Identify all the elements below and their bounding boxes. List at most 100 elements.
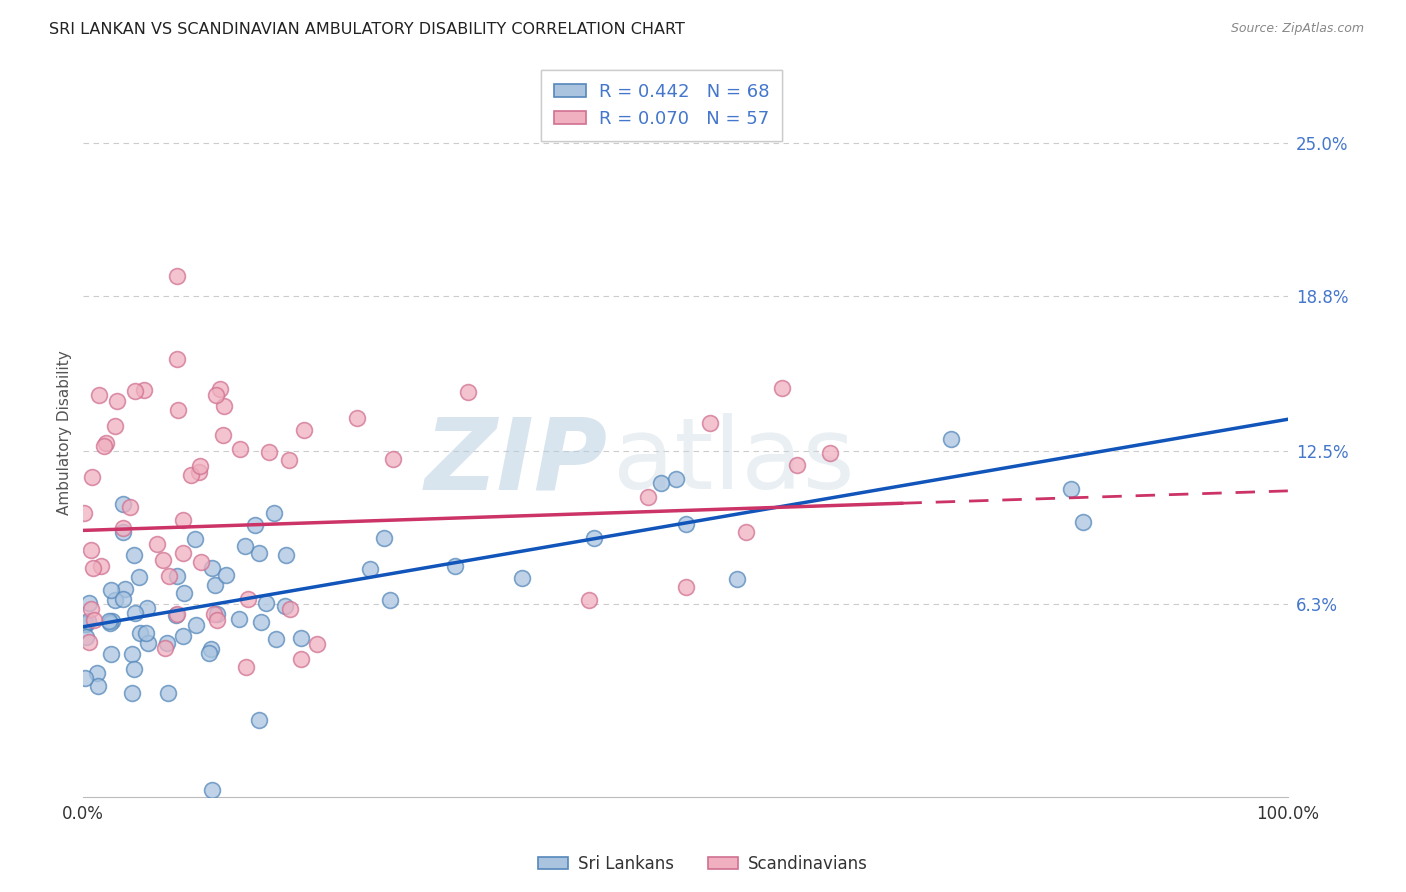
Point	[98, 614, 121, 628]
Point	[190, 555, 212, 569]
Point	[346, 410, 368, 425]
Text: Source: ZipAtlas.com: Source: ZipAtlas.com	[1230, 22, 1364, 36]
Point	[274, 548, 297, 562]
Point	[114, 582, 136, 597]
Point	[129, 625, 152, 640]
Point	[583, 531, 606, 545]
Point	[111, 591, 134, 606]
Point	[104, 419, 127, 434]
Point	[105, 393, 128, 408]
Point	[166, 608, 188, 623]
Point	[770, 381, 793, 395]
Point	[98, 615, 121, 630]
Point	[202, 607, 225, 621]
Point	[136, 636, 159, 650]
Point	[86, 679, 108, 693]
Point	[96, 436, 118, 450]
Point	[167, 402, 190, 417]
Point	[82, 561, 104, 575]
Point	[118, 500, 141, 514]
Point	[675, 580, 697, 594]
Point	[80, 543, 103, 558]
Point	[122, 548, 145, 562]
Point	[172, 546, 194, 560]
Point	[188, 458, 211, 473]
Point	[79, 635, 101, 649]
Point	[637, 491, 659, 505]
Point	[675, 516, 697, 531]
Point	[82, 470, 104, 484]
Point	[725, 572, 748, 586]
Point	[100, 647, 122, 661]
Point	[87, 388, 110, 402]
Point	[77, 614, 100, 628]
Point	[173, 585, 195, 599]
Point	[786, 458, 808, 472]
Point	[201, 782, 224, 797]
Point	[157, 686, 180, 700]
Point	[254, 596, 277, 610]
Text: SRI LANKAN VS SCANDINAVIAN AMBULATORY DISABILITY CORRELATION CHART: SRI LANKAN VS SCANDINAVIAN AMBULATORY DI…	[49, 22, 685, 37]
Point	[100, 582, 122, 597]
Point	[249, 615, 271, 629]
Point	[204, 578, 226, 592]
Point	[247, 546, 270, 560]
Point	[136, 600, 159, 615]
Point	[132, 383, 155, 397]
Point	[734, 525, 756, 540]
Y-axis label: Ambulatory Disability: Ambulatory Disability	[58, 351, 72, 516]
Point	[665, 472, 688, 486]
Point	[111, 497, 134, 511]
Point	[200, 642, 222, 657]
Point	[86, 666, 108, 681]
Point	[172, 629, 194, 643]
Point	[235, 660, 257, 674]
Point	[249, 713, 271, 727]
Point	[228, 612, 250, 626]
Point	[381, 452, 404, 467]
Point	[201, 561, 224, 575]
Point	[228, 442, 250, 457]
Point	[274, 599, 297, 614]
Point	[111, 525, 134, 540]
Point	[207, 613, 229, 627]
Point	[183, 532, 205, 546]
Point	[100, 614, 122, 628]
Point	[172, 512, 194, 526]
Point	[205, 388, 228, 402]
Point	[128, 570, 150, 584]
Point	[373, 532, 395, 546]
Point	[259, 444, 281, 458]
Point	[280, 602, 302, 616]
Point	[166, 269, 188, 284]
Point	[292, 423, 315, 437]
Point	[153, 640, 176, 655]
Point	[378, 593, 401, 607]
Point	[93, 439, 115, 453]
Point	[939, 432, 962, 446]
Point	[457, 385, 479, 400]
Point	[290, 651, 312, 665]
Point	[124, 662, 146, 676]
Point	[83, 614, 105, 628]
Legend: R = 0.442   N = 68, R = 0.070   N = 57: R = 0.442 N = 68, R = 0.070 N = 57	[541, 70, 782, 141]
Point	[650, 476, 672, 491]
Point	[263, 506, 285, 520]
Point	[166, 607, 188, 622]
Point	[278, 452, 301, 467]
Text: atlas: atlas	[613, 414, 855, 510]
Point	[207, 607, 229, 621]
Point	[75, 630, 97, 644]
Point	[77, 596, 100, 610]
Point	[510, 571, 533, 585]
Point	[184, 618, 207, 632]
Point	[104, 593, 127, 607]
Point	[146, 537, 169, 551]
Point	[238, 592, 260, 607]
Point	[198, 646, 221, 660]
Point	[699, 416, 721, 430]
Point	[73, 506, 96, 520]
Point	[818, 446, 841, 460]
Point	[166, 569, 188, 583]
Point	[359, 561, 381, 575]
